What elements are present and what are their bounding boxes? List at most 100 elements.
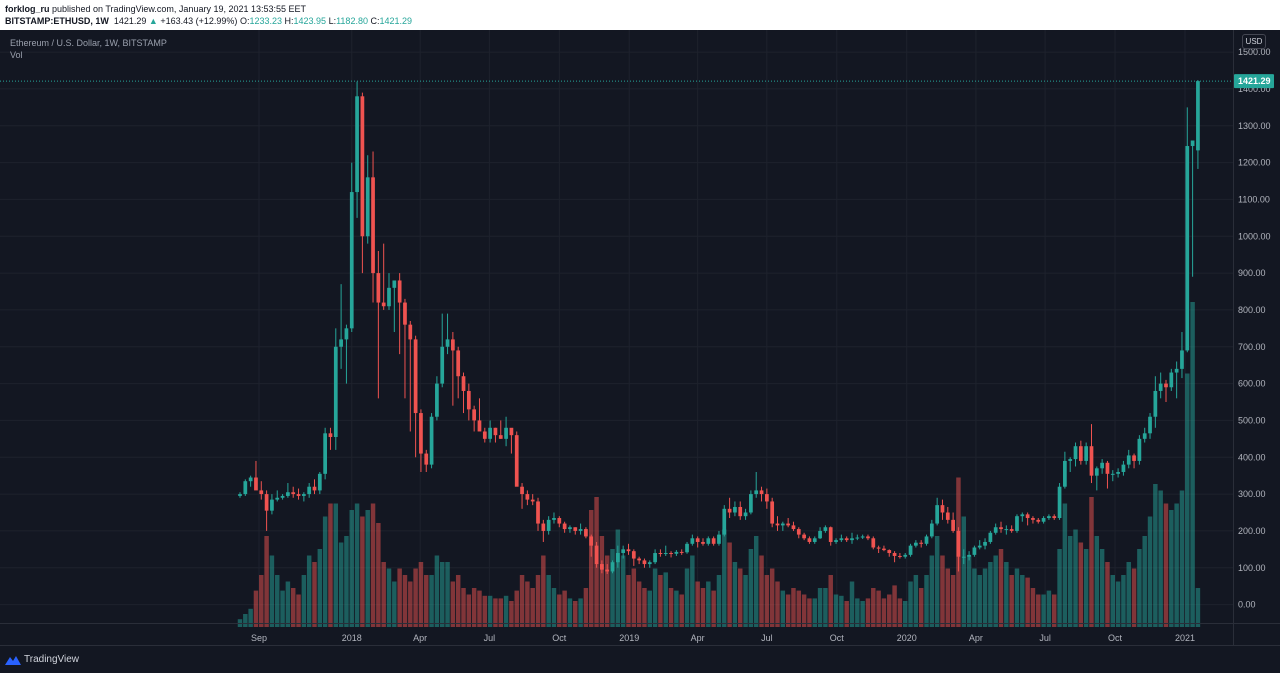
candle-body[interactable] [451,339,455,351]
candle-body[interactable] [945,512,950,520]
candle-body[interactable] [1063,460,1067,487]
candle-body[interactable] [711,538,716,544]
candle-body[interactable] [791,525,796,530]
candle-body[interactable] [860,536,865,538]
candle-body[interactable] [961,556,966,558]
candle-body[interactable] [812,538,817,542]
candle-body[interactable] [738,506,743,517]
candle-body[interactable] [887,550,892,554]
candle-body[interactable] [679,551,684,553]
candle-body[interactable] [759,490,764,495]
candle-body[interactable] [419,413,423,454]
candle-body[interactable] [828,527,833,542]
candle-body[interactable] [764,494,769,502]
candle-body[interactable] [530,499,535,502]
candle-body[interactable] [376,273,381,303]
candle-body[interactable] [956,530,961,557]
candle-body[interactable] [1174,368,1179,373]
candle-body[interactable] [408,324,413,340]
candle-body[interactable] [701,541,705,544]
candle-body[interactable] [642,560,647,565]
candle-body[interactable] [850,538,854,541]
candle-body[interactable] [770,501,775,524]
candle-body[interactable] [424,453,429,465]
candle-body[interactable] [435,383,439,417]
candle-body[interactable] [301,494,306,496]
candle-body[interactable] [674,551,679,554]
candle-body[interactable] [647,562,652,565]
candle-body[interactable] [264,494,269,511]
candle-body[interactable] [717,534,721,544]
candle-body[interactable] [323,433,328,474]
candle-body[interactable] [669,553,673,555]
candle-body[interactable] [1110,473,1115,475]
candle-body[interactable] [1068,459,1073,461]
candle-body[interactable] [1036,519,1041,522]
candle-body[interactable] [775,523,780,526]
candle-body[interactable] [1047,516,1051,519]
candle-body[interactable] [929,523,934,537]
candle-body[interactable] [615,553,620,563]
candle-body[interactable] [365,177,370,237]
candle-body[interactable] [381,302,386,307]
candle-body[interactable] [238,494,242,496]
candle-body[interactable] [589,536,594,546]
candle-body[interactable] [1132,455,1136,461]
chart-area[interactable]: 0.00 100.00 200.00 300.00 400.00 500.00 600.00… [0,30,1280,645]
candle-body[interactable] [977,545,982,548]
candle-body[interactable] [344,328,349,340]
candle-body[interactable] [600,564,604,570]
candle-body[interactable] [440,346,445,384]
candle-body[interactable] [663,553,668,555]
candle-body[interactable] [988,532,993,542]
candle-body[interactable] [573,527,578,531]
candle-body[interactable] [631,551,636,559]
candle-body[interactable] [270,499,274,511]
candle-body[interactable] [610,562,615,572]
candle-body[interactable] [1190,140,1195,147]
candle-body[interactable] [493,427,498,436]
candle-body[interactable] [1009,529,1014,531]
candle-body[interactable] [328,433,333,437]
candle-body[interactable] [498,435,503,439]
candle-body[interactable] [1196,81,1200,151]
candle-body[interactable] [546,519,551,531]
candle-body[interactable] [466,390,471,410]
candle-body[interactable] [1073,446,1078,460]
candle-body[interactable] [876,547,881,549]
candle-body[interactable] [477,420,482,432]
candle-body[interactable] [584,529,588,537]
candle-body[interactable] [562,523,567,530]
candle-body[interactable] [919,542,924,544]
candle-body[interactable] [802,534,806,539]
candle-body[interactable] [275,497,280,500]
author-name[interactable]: forklog_ru [5,4,50,14]
candle-body[interactable] [722,508,727,535]
candle-body[interactable] [1169,372,1174,388]
candle-body[interactable] [1041,518,1046,522]
candle-body[interactable] [312,486,317,491]
candle-body[interactable] [844,538,849,541]
candle-body[interactable] [397,280,402,303]
candle-body[interactable] [429,416,434,465]
candle-body[interactable] [333,346,338,437]
candlestick-chart[interactable]: 0.00 100.00 200.00 300.00 400.00 500.00 600.00… [0,30,1280,645]
candle-body[interactable] [605,569,610,572]
candle-body[interactable] [360,96,365,237]
candle-body[interactable] [296,494,301,496]
candle-body[interactable] [892,553,897,556]
currency-button[interactable]: USD [1242,34,1266,49]
candle-body[interactable] [807,538,812,542]
candle-body[interactable] [1025,514,1030,519]
candle-body[interactable] [1185,146,1190,351]
candle-body[interactable] [685,543,689,553]
candle-body[interactable] [818,530,822,539]
candle-body[interactable] [1164,383,1168,388]
candle-body[interactable] [653,553,657,563]
candle-body[interactable] [259,490,264,495]
candle-body[interactable] [993,527,998,533]
candle-body[interactable] [1180,350,1184,369]
candle-body[interactable] [908,545,913,555]
candle-body[interactable] [557,518,562,524]
candle-body[interactable] [727,508,732,513]
